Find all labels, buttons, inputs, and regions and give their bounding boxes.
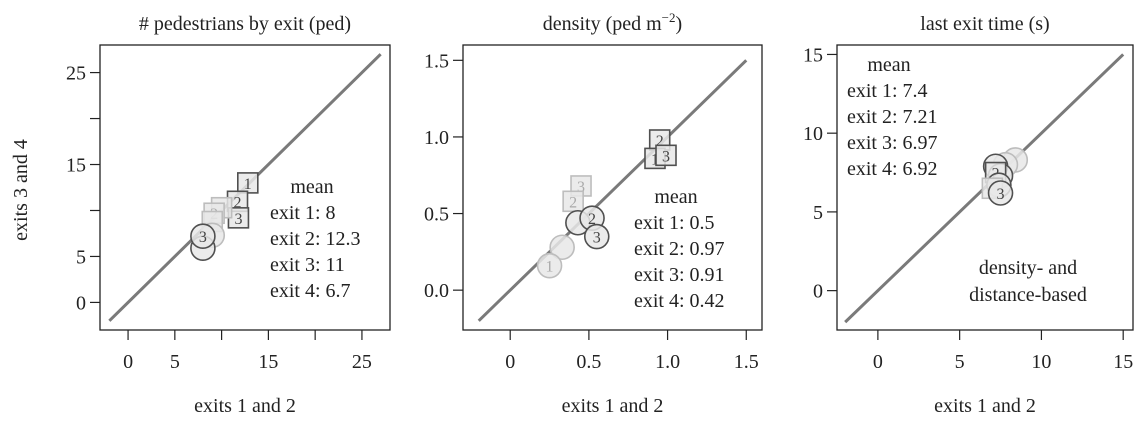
point-label: 3 <box>997 186 1005 203</box>
y-tick-label: 25 <box>66 63 86 85</box>
y-tick-label: 5 <box>76 246 86 268</box>
point-label: 3 <box>199 229 207 246</box>
legend: mean exit 1: 0.5 exit 2: 0.97 exit 3: 0.91 e… <box>634 186 725 312</box>
legend-entry: exit 1: 0.5 <box>634 212 715 234</box>
y-tick-label: 10 <box>803 123 823 145</box>
x-tick-label: 15 <box>258 351 278 373</box>
panel-last-exit-time: last exit time (s) 0 5 10 15 0 5 10 15 exits 1 an… <box>803 13 1134 417</box>
x-tick-label: 5 <box>955 351 965 373</box>
data-point: 2 <box>562 190 584 213</box>
chart-title: density (ped m−2) <box>543 10 682 35</box>
y-tick-label: 0.5 <box>424 204 449 226</box>
legend-title: mean <box>654 186 697 208</box>
y-tick-label: 5 <box>813 202 823 224</box>
point-marker-circle <box>549 234 575 261</box>
chart-title: last exit time (s) <box>920 13 1049 35</box>
y-tick-label: 0.0 <box>424 280 449 302</box>
legend-entry: exit 2: 0.97 <box>634 238 725 260</box>
x-axis-label: exits 1 and 2 <box>194 395 296 417</box>
x-axis-label: exits 1 and 2 <box>934 395 1036 417</box>
y-tick-label: 1.5 <box>424 50 449 72</box>
point-label: 2 <box>656 133 664 150</box>
point-label: 2 <box>569 194 577 211</box>
legend-title: mean <box>867 54 910 76</box>
legend-entry: exit 4: 6.7 <box>270 280 351 302</box>
point-marker-circle <box>190 223 216 250</box>
point-label: 3 <box>593 230 601 247</box>
plot-frame <box>99 44 391 331</box>
legend-title: mean <box>290 176 333 198</box>
legend-entry: exit 3: 11 <box>270 254 345 276</box>
legend-entry: exit 3: 6.97 <box>847 132 938 154</box>
point-label: 1 <box>244 176 252 193</box>
data-point: 3 <box>227 207 250 229</box>
data-point: 3 <box>655 144 677 167</box>
x-tick-label: 1.5 <box>734 351 759 373</box>
x-tick-label: 0.5 <box>576 351 601 373</box>
legend: mean exit 1: 7.4 exit 2: 7.21 exit 3: 6.97 e… <box>847 54 938 180</box>
x-tick-label: 0 <box>505 351 515 373</box>
annotation-text: distance-based <box>969 284 1087 306</box>
x-tick-label: 25 <box>352 351 372 373</box>
panel-density: density (ped m−2) 0 0.5 1.0 1.5 0.0 0.5 1.0 1.5 e… <box>424 10 763 417</box>
point-label: 3 <box>234 211 242 228</box>
data-point: 1 <box>536 252 563 279</box>
legend-entry: exit 1: 8 <box>270 202 336 224</box>
plot-frame <box>836 44 1134 331</box>
legend-entry: exit 2: 7.21 <box>847 106 938 128</box>
legend-entry: exit 3: 0.91 <box>634 264 725 286</box>
point-label: 3 <box>577 179 585 196</box>
x-tick-label: 5 <box>170 351 180 373</box>
point-label: 1 <box>546 259 554 276</box>
legend-entry: exit 1: 7.4 <box>847 80 928 102</box>
plot-frame <box>462 44 763 331</box>
data-point: 3 <box>583 223 610 250</box>
shared-y-axis-label: exits 3 and 4 <box>10 139 32 241</box>
panel-pedestrians: # pedestrians by exit (ped) 0 5 15 25 0 5 15 25 e… <box>66 13 391 417</box>
point-marker-square <box>655 144 677 167</box>
point-label: 2 <box>234 194 242 211</box>
x-tick-label: 1.0 <box>655 351 680 373</box>
annotation-text: density- and <box>979 257 1077 279</box>
x-tick-label: 10 <box>1031 351 1051 373</box>
chart-title: # pedestrians by exit (ped) <box>139 13 351 35</box>
y-tick-label: 15 <box>66 155 86 177</box>
x-axis-label: exits 1 and 2 <box>562 395 664 417</box>
y-tick-label: 1.0 <box>424 127 449 149</box>
data-point <box>549 234 575 261</box>
identity-line <box>477 59 748 322</box>
y-tick-label: 0 <box>76 292 86 314</box>
point-marker-circle <box>536 252 563 279</box>
x-tick-label: 15 <box>1113 351 1133 373</box>
data-point: 3 <box>190 223 216 250</box>
data-point: 3 <box>987 180 1014 206</box>
legend-entry: exit 2: 12.3 <box>270 228 361 250</box>
point-label: 2 <box>588 211 596 228</box>
point-marker-circle <box>987 180 1014 206</box>
legend: mean exit 1: 8 exit 2: 12.3 exit 3: 11 exit … <box>270 176 361 302</box>
x-tick-label: 0 <box>123 351 133 373</box>
point-label: 3 <box>662 148 670 165</box>
point-marker-circle <box>583 223 610 250</box>
legend-entry: exit 4: 0.42 <box>634 290 725 312</box>
data-point: 1 <box>237 172 259 194</box>
legend-entry: exit 4: 6.92 <box>847 158 938 180</box>
y-tick-label: 0 <box>813 281 823 303</box>
point-label: 1 <box>651 151 659 168</box>
x-tick-label: 0 <box>873 351 883 373</box>
y-tick-label: 15 <box>803 44 823 66</box>
